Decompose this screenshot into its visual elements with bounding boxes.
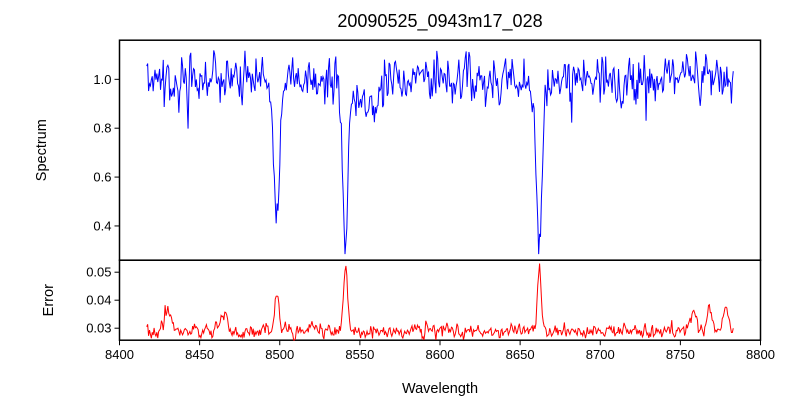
svg-text:8750: 8750 [666,347,695,362]
svg-text:8450: 8450 [185,347,214,362]
svg-text:8600: 8600 [426,347,455,362]
svg-text:8800: 8800 [746,347,775,362]
svg-text:0.8: 0.8 [93,121,111,136]
svg-text:0.03: 0.03 [86,321,111,336]
svg-text:0.6: 0.6 [93,170,111,185]
svg-text:0.4: 0.4 [93,218,111,233]
svg-text:Spectrum: Spectrum [34,119,50,181]
svg-text:0.05: 0.05 [86,265,111,280]
svg-text:20090525_0943m17_028: 20090525_0943m17_028 [337,11,542,32]
svg-text:Error: Error [41,284,57,316]
svg-text:0.04: 0.04 [86,293,111,308]
svg-text:8650: 8650 [506,347,535,362]
svg-text:Wavelength: Wavelength [402,381,478,397]
svg-text:8500: 8500 [265,347,294,362]
svg-text:1.0: 1.0 [93,72,111,87]
svg-text:8550: 8550 [345,347,374,362]
svg-text:8700: 8700 [586,347,615,362]
svg-text:8400: 8400 [105,347,134,362]
